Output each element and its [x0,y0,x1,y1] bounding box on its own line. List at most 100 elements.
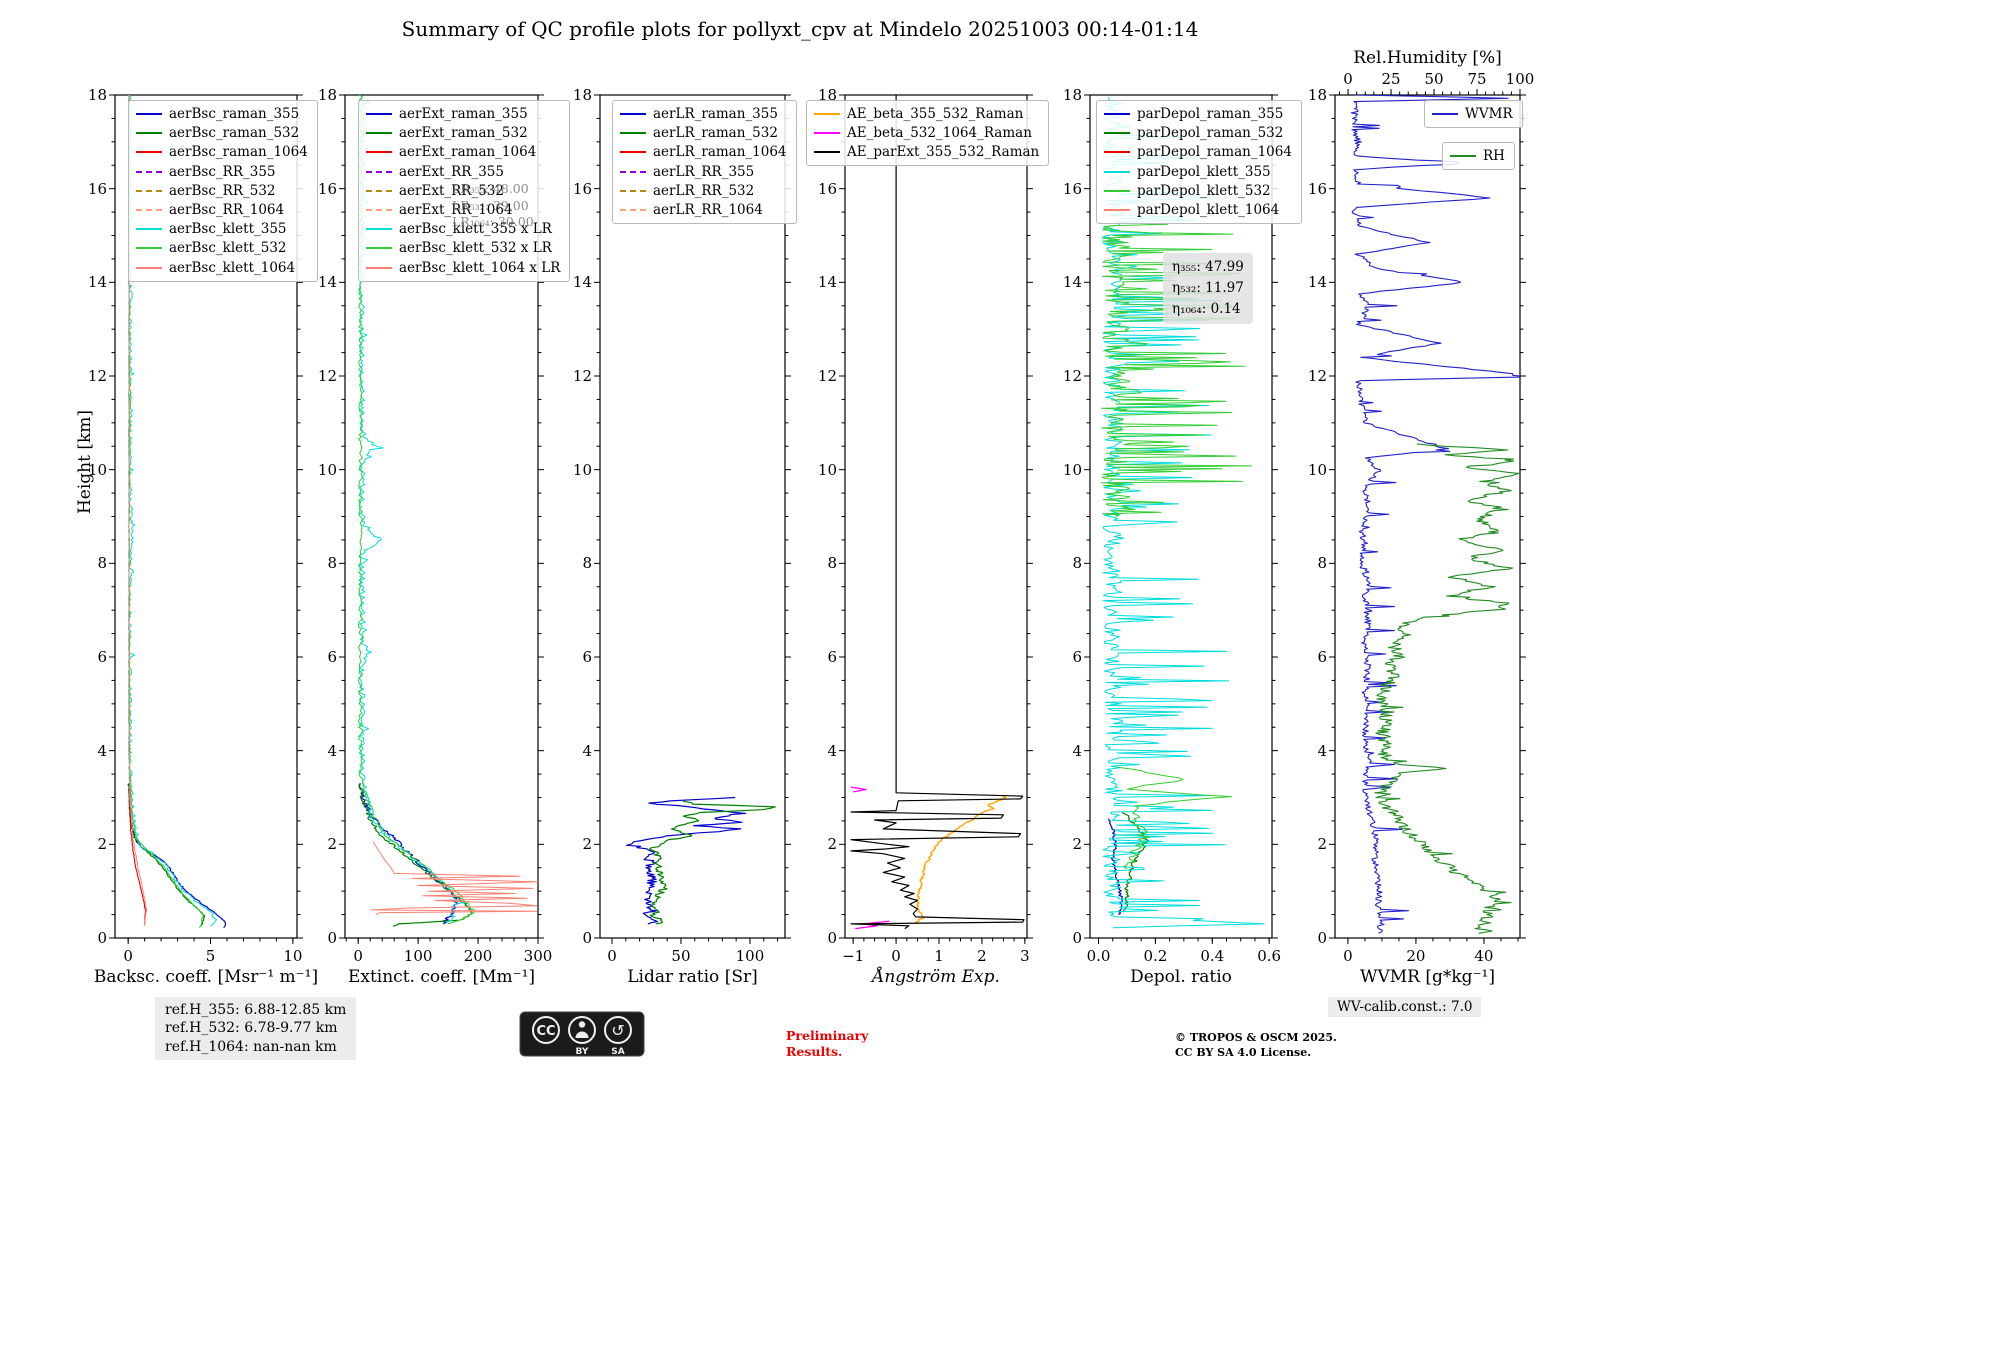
legend: WVMR [1424,100,1523,128]
legend-item: aerLR_raman_532 [620,125,787,141]
legend-label: parDepol_klett_532 [1137,182,1271,199]
legend-line-sample [1104,170,1130,173]
preliminary-results-note: Preliminary Results. [786,1028,868,1059]
legend-label: aerLR_RR_532 [653,182,755,199]
legend-line-sample [366,208,392,211]
legend-label: parDepol_klett_1064 [1137,201,1280,218]
series-parDepol_klett_355 [1102,96,1265,929]
legend-label: aerBsc_raman_532 [169,125,300,142]
x-axis-label: Backsc. coeff. [Msr⁻¹ m⁻¹] [93,967,319,987]
legend-item: AE_beta_355_532_Raman [814,106,1039,122]
annotation-line: LR₃₅₅: 48.00 [452,181,529,196]
x-tick-label: 5 [205,947,216,965]
series-aerLR_raman_355 [626,796,747,925]
y-tick-label: 2 [582,835,592,854]
legend-item: aerExt_raman_532 [366,125,560,141]
legend-item: aerBsc_raman_355 [136,106,308,122]
legend-item: RH [1450,148,1505,164]
legend-label: aerBsc_RR_355 [169,163,276,180]
x-tick-label: 0.0 [1086,947,1111,965]
series-RH [1374,443,1520,934]
legend-label: aerBsc_klett_1064 [169,259,296,276]
preliminary-line-1: Preliminary [786,1028,869,1043]
top-tick-label: 0 [1343,70,1353,88]
legend-label: AE_parExt_355_532_Raman [847,144,1040,161]
x-axis-label: Depol. ratio [1130,967,1232,987]
y-tick-label: 18 [1062,86,1082,104]
ref-h-1064: ref.H_1064: nan-nan km [165,1038,337,1055]
legend-label: aerBsc_RR_532 [169,182,276,199]
legend-label: aerLR_RR_1064 [653,201,763,218]
legend-line-sample [366,189,392,192]
chart-canvas-4 [850,95,1025,930]
y-tick-label: 14 [817,273,837,292]
y-tick-label: 10 [1062,460,1082,479]
annotation-line: LR₁₀₆₄: 30.00 [452,214,534,229]
annotation-line: LR₅₃₂: 39.00 [452,197,529,213]
lidar-ratio-watermark: LR₃₅₅: 48.00 LR₅₃₂: 39.00 LR₁₀₆₄: 30.00 [452,181,534,231]
y-tick-label: 10 [572,460,592,479]
legend-item: parDepol_raman_532 [1104,125,1292,141]
legend-line-sample [814,113,840,115]
legend-line-sample [1104,113,1130,115]
legend-item: aerBsc_raman_532 [136,125,308,141]
legend-line-sample [136,228,162,231]
y-tick-label: 10 [87,460,107,479]
legend-line-sample [620,170,646,173]
legend-item: aerExt_raman_1064 [366,144,560,160]
legend: RH [1442,142,1515,170]
legend-label: aerBsc_raman_1064 [169,144,308,161]
x-tick-label: 1 [934,947,944,965]
y-tick-label: 4 [582,741,592,760]
x-tick-label: 0 [891,947,901,965]
legend-line-sample [1104,208,1130,211]
x-tick-label: 40 [1474,947,1494,965]
y-tick-label: 12 [1307,367,1327,385]
annotation-line: η₁₀₆₄: 0.14 [1172,300,1241,317]
legend-line-sample [620,113,646,115]
x-axis-label: Ångström Exp. [872,967,1000,987]
legend-line-sample [366,266,392,269]
x-axis-label: Extinct. coeff. [Mm⁻¹] [347,967,536,987]
legend-line-sample [814,151,840,154]
y-tick-label: 6 [1072,648,1082,666]
x-tick-label: 0 [607,947,617,965]
by-caption: BY [576,1047,589,1057]
legend-item: aerLR_RR_1064 [620,202,787,218]
legend-item: aerBsc_RR_1064 [136,202,308,218]
legend-line-sample [1104,189,1130,192]
top-tick-label: 25 [1381,70,1401,88]
x-tick-label: −1 [842,947,865,965]
x-tick-label: 300 [523,947,553,965]
y-tick-label: 18 [1307,86,1327,104]
legend-item: aerBsc_RR_532 [136,183,308,199]
y-tick-label: 16 [1062,179,1082,198]
y-tick-label: 2 [97,835,107,854]
series-parDepol_klett_532 [1117,766,1233,870]
legend-line-sample [136,266,162,269]
legend-line-sample [366,113,392,115]
y-tick-label: 4 [1072,741,1082,760]
y-tick-label: 4 [1317,741,1327,760]
depol-calibration-note: η₃₅₅: 47.99 η₅₃₂: 11.97 η₁₀₆₄: 0.14 [1163,253,1253,324]
copyright-line-1: © TROPOS & OSCM 2025. [1175,1031,1337,1044]
x-tick-label: 0.6 [1257,947,1282,965]
preliminary-line-2: Results. [786,1043,843,1059]
reference-height-note: ref.H_355: 6.88-12.85 km ref.H_532: 6.78… [155,997,357,1061]
legend-item: aerBsc_klett_355 [136,221,308,237]
chart-canvas-3 [626,796,776,925]
y-tick-label: 8 [582,554,592,573]
legend-item: aerLR_raman_1064 [620,144,787,160]
y-tick-label: 12 [572,367,592,385]
cc-by-sa-badge: CC ↺ BY SA [519,1011,645,1057]
legend-item: aerBsc_raman_1064 [136,144,308,160]
legend-item: aerBsc_klett_1064 [136,260,308,276]
wv-calibration-note: WV-calib.const.: 7.0 [1328,997,1482,1017]
legend-item: aerExt_raman_355 [366,106,560,122]
legend-label: WVMR [1465,106,1513,122]
legend: aerLR_raman_355 aerLR_raman_532 aerLR_rama… [612,100,797,224]
legend-line-sample [136,189,162,192]
x-tick-label: 50 [671,947,691,965]
legend-label: aerLR_RR_355 [653,163,755,180]
legend-label: aerBsc_klett_532 x LR [399,240,552,257]
